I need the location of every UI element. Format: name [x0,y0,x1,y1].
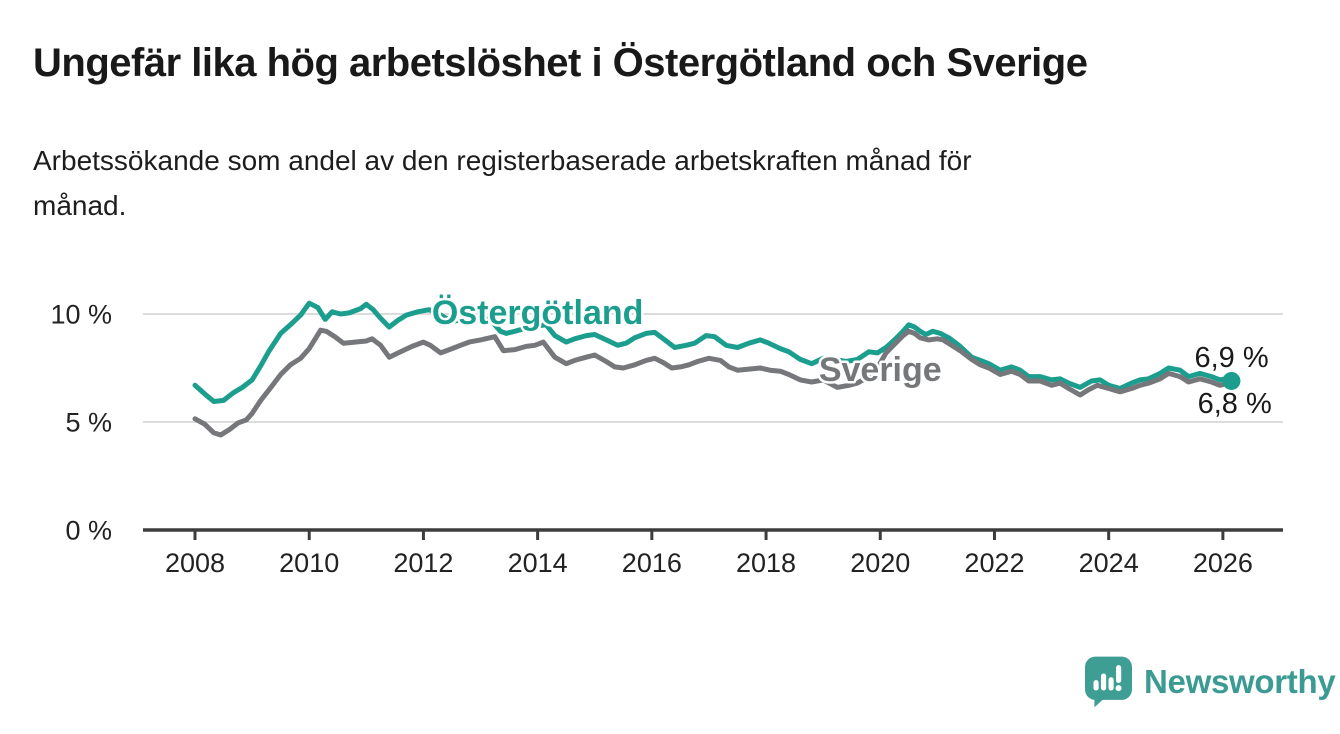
series-end-dot [1222,371,1241,390]
x-tick-label: 2014 [508,548,568,578]
series-line-0 [192,300,1234,404]
end-value-label-top: 6,9 % [1194,342,1268,374]
newsworthy-logo-text: Newsworthy [1144,663,1336,700]
x-tick-label: 2022 [964,548,1024,578]
y-tick-label: 0 % [65,516,112,546]
page-title: Ungefär lika hög arbetslöshet i Östergöt… [33,41,1088,85]
end-value-label-bottom: 6,8 % [1198,388,1272,420]
x-tick-label: 2024 [1079,548,1139,578]
x-tick-label: 2010 [279,548,339,578]
x-tick-label: 2026 [1193,548,1253,578]
x-tick-label: 2012 [393,548,453,578]
y-tick-label: 10 % [50,300,112,330]
page-subtitle-line2: månad. [33,190,127,221]
x-tick-label: 2016 [622,548,682,578]
page-subtitle-line1: Arbetssökande som andel av den registerb… [33,145,972,176]
page-subtitle: Arbetssökande som andel av den registerb… [33,138,972,228]
y-tick-label: 5 % [65,408,112,438]
x-tick-label: 2018 [736,548,796,578]
series-line-1 [192,327,1232,438]
newsworthy-logo-icon [1085,656,1132,708]
x-tick-label: 2020 [850,548,910,578]
newsworthy-logo: Newsworthy [1085,656,1336,708]
series-label-1: Sverige [819,351,942,389]
x-tick-label: 2008 [165,548,225,578]
series-label-0: Östergötland [432,294,644,332]
